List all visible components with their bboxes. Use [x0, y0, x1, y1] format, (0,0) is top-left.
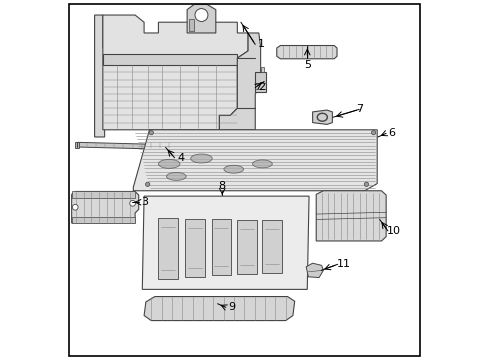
Circle shape — [145, 182, 149, 186]
Ellipse shape — [166, 172, 186, 180]
Polygon shape — [187, 4, 215, 33]
Polygon shape — [94, 15, 104, 137]
Text: 7: 7 — [355, 104, 362, 114]
Polygon shape — [262, 220, 282, 273]
Text: 10: 10 — [386, 226, 400, 236]
Text: 9: 9 — [228, 302, 235, 312]
Polygon shape — [144, 297, 294, 320]
Polygon shape — [102, 54, 237, 65]
Polygon shape — [237, 220, 257, 274]
Polygon shape — [219, 33, 260, 130]
Text: 1: 1 — [258, 40, 264, 49]
Circle shape — [129, 201, 135, 206]
Text: 3: 3 — [142, 197, 148, 207]
Ellipse shape — [224, 165, 243, 173]
Polygon shape — [185, 220, 204, 277]
Circle shape — [195, 9, 207, 22]
Polygon shape — [158, 218, 178, 279]
Polygon shape — [211, 220, 231, 275]
Polygon shape — [260, 67, 264, 72]
Polygon shape — [316, 191, 386, 241]
Text: 4: 4 — [177, 153, 184, 163]
Circle shape — [364, 182, 368, 186]
Ellipse shape — [158, 159, 180, 168]
Text: 5: 5 — [303, 59, 310, 69]
Polygon shape — [75, 141, 79, 148]
Polygon shape — [102, 15, 247, 130]
Polygon shape — [312, 110, 332, 125]
Ellipse shape — [190, 154, 212, 163]
Polygon shape — [133, 130, 376, 191]
Polygon shape — [142, 196, 308, 289]
Polygon shape — [188, 19, 194, 31]
Polygon shape — [305, 263, 323, 278]
Ellipse shape — [252, 160, 272, 168]
Text: 2: 2 — [258, 82, 264, 93]
Polygon shape — [72, 192, 139, 223]
Polygon shape — [255, 72, 265, 92]
Text: 6: 6 — [387, 129, 394, 138]
Polygon shape — [72, 217, 135, 223]
Polygon shape — [276, 45, 336, 59]
Polygon shape — [72, 192, 135, 198]
Text: 8: 8 — [218, 181, 225, 191]
Circle shape — [149, 131, 153, 135]
Circle shape — [72, 204, 78, 210]
Polygon shape — [77, 142, 176, 149]
Text: 11: 11 — [337, 259, 350, 269]
Circle shape — [371, 131, 375, 135]
